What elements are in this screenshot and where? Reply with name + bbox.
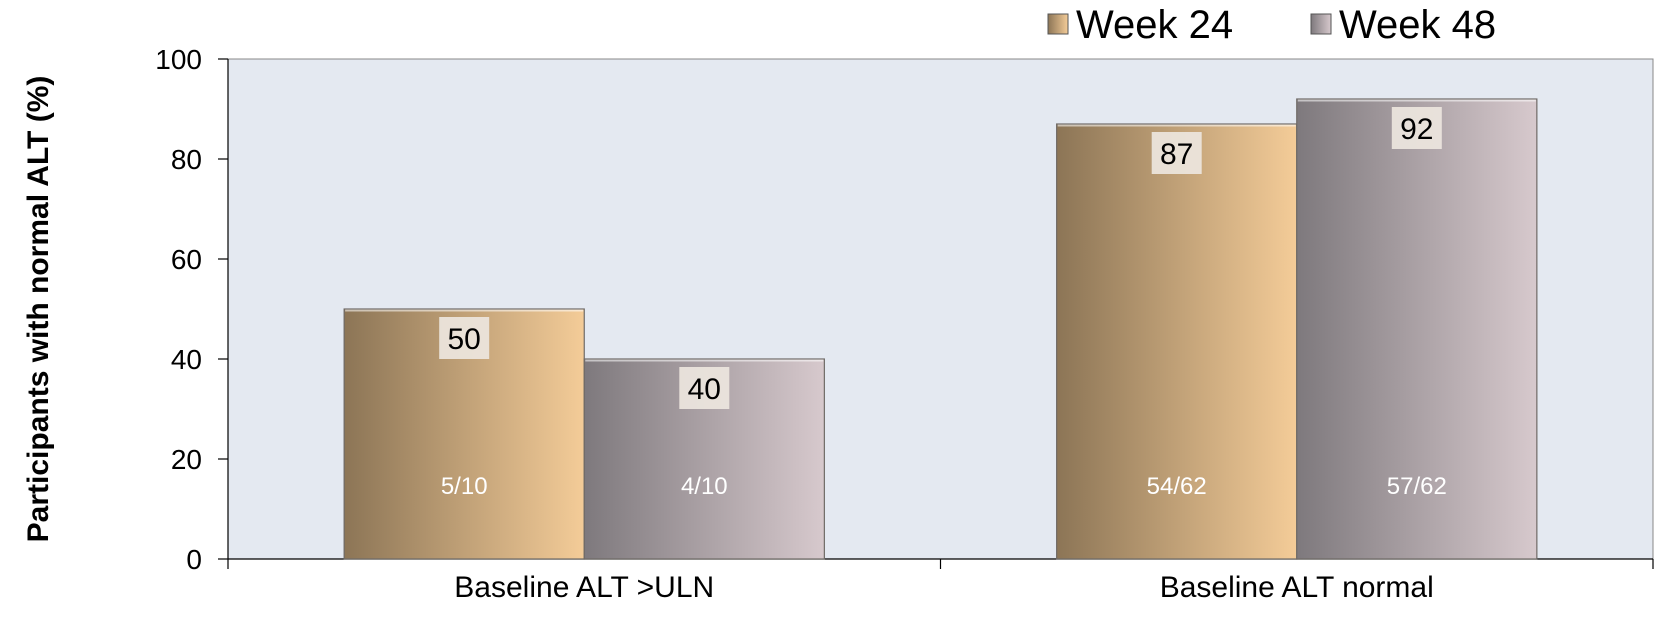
y-tick-label: 60: [171, 244, 202, 275]
y-axis-title: Participants with normal ALT (%): [22, 76, 55, 543]
y-tick-label: 20: [171, 444, 202, 475]
data-label: 50: [448, 323, 481, 356]
y-tick-label: 0: [186, 544, 202, 575]
legend-swatch-week-48: [1310, 13, 1332, 35]
data-label: 92: [1400, 113, 1433, 146]
y-axis: 0 20 40 60 80 100: [155, 44, 229, 575]
legend-item-week-48: Week 48: [1310, 3, 1496, 47]
legend-swatch-week-24: [1047, 13, 1069, 35]
bar-fraction-label: 5/10: [441, 473, 488, 500]
data-label: 40: [688, 373, 721, 406]
bar-group: 87 54/62: [1056, 123, 1298, 560]
bar-fraction-label: 4/10: [681, 473, 728, 500]
legend: Week 24 Week 48: [1047, 3, 1496, 47]
bar-group: 50 5/10: [343, 308, 585, 560]
data-label-box: [1391, 107, 1442, 149]
data-label-box: [439, 317, 490, 359]
category-label: Baseline ALT >ULN: [454, 571, 714, 604]
data-label-box: [1151, 132, 1202, 174]
y-tick-label: 80: [171, 144, 202, 175]
category-labels: Baseline ALT >ULN Baseline ALT normal: [454, 571, 1433, 604]
legend-label-week-48: Week 48: [1339, 3, 1496, 47]
data-label-box: [679, 367, 730, 409]
bar-fraction-label: 57/62: [1387, 473, 1447, 500]
bar-fraction-label: 54/62: [1147, 473, 1207, 500]
category-label: Baseline ALT normal: [1160, 571, 1434, 604]
bar: [1056, 123, 1298, 560]
y-tick-label: 100: [155, 44, 202, 75]
data-label: 87: [1160, 138, 1193, 171]
y-tick-label: 40: [171, 344, 202, 375]
bar-group: 92 57/62: [1296, 98, 1538, 560]
legend-item-week-24: Week 24: [1047, 3, 1233, 47]
x-axis: [227, 558, 1654, 569]
legend-label-week-24: Week 24: [1076, 3, 1233, 47]
bar: [1296, 98, 1538, 560]
bars: 50 5/10 40 4/10 87 54/62 92 57/62: [343, 98, 1538, 560]
bar-group: 40 4/10: [583, 358, 825, 560]
